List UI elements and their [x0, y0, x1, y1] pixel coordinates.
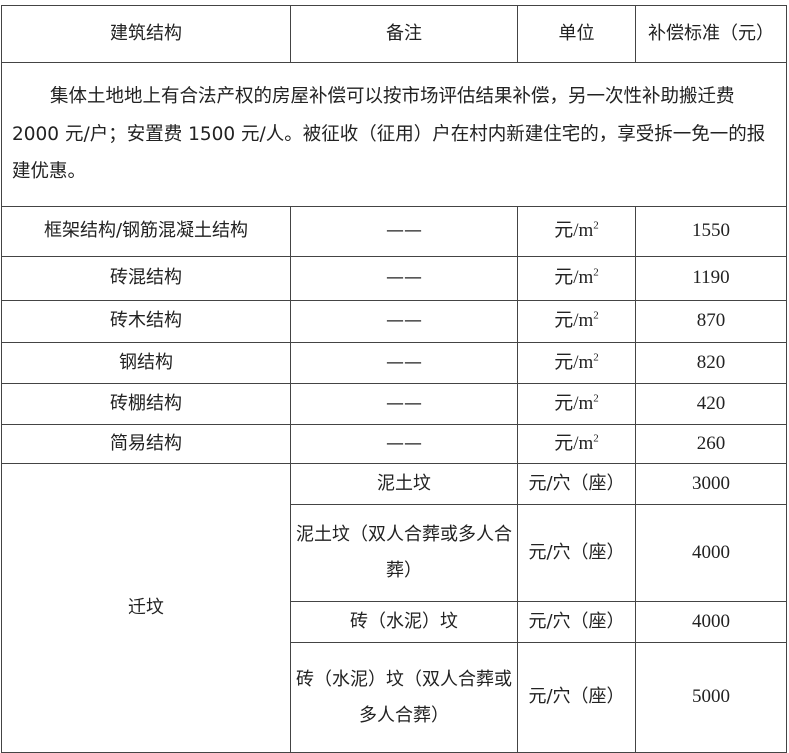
unit-cell: 元/穴（座） [517, 601, 636, 643]
structure-cell: 砖木结构 [1, 300, 291, 343]
header-structure: 建筑结构 [1, 5, 291, 63]
remark-cell: —— [290, 383, 518, 425]
unit-cell: 元/穴（座） [517, 463, 636, 505]
header-remark: 备注 [290, 5, 518, 63]
table-row: 迁坟 泥土坟 元/穴（座） 3000 [1, 463, 787, 753]
remark-cell: 泥土坟（双人合葬或多人合葬） [290, 504, 518, 602]
value-cell: 260 [635, 424, 787, 464]
value-cell: 1550 [635, 206, 787, 257]
value-cell: 5000 [635, 642, 787, 753]
table-row: 砖（水泥）坟（双人合葬或多人合葬） 元/穴（座） 5000 [2, 642, 787, 753]
value-cell: 4000 [635, 504, 787, 602]
header-unit: 单位 [517, 5, 636, 63]
remark-cell: —— [290, 256, 518, 301]
structure-cell: 砖混结构 [1, 256, 291, 301]
remark-cell: —— [290, 206, 518, 257]
header-standard: 补偿标准（元） [635, 5, 787, 63]
remark-cell: —— [290, 424, 518, 464]
table-row: 泥土坟（双人合葬或多人合葬） 元/穴（座） 4000 [2, 504, 787, 602]
structure-cell: 砖棚结构 [1, 383, 291, 425]
unit-cell: 元/m2 [517, 206, 636, 257]
unit-cell: 元/穴（座） [517, 504, 636, 602]
remark-cell: —— [290, 300, 518, 343]
value-cell: 1190 [635, 256, 787, 301]
value-cell: 820 [635, 342, 787, 384]
note-text: 集体土地地上有合法产权的房屋补偿可以按市场评估结果补偿，另一次性补助搬迁费 20… [12, 85, 766, 183]
table-row: 砖木结构 —— 元/m2 870 [1, 300, 787, 343]
value-cell: 4000 [635, 601, 787, 643]
value-cell: 870 [635, 300, 787, 343]
compensation-table: 建筑结构 备注 单位 补偿标准（元） 集体土地地上有合法产权的房屋补偿可以按市场… [1, 5, 787, 753]
value-cell: 420 [635, 383, 787, 425]
note-row: 集体土地地上有合法产权的房屋补偿可以按市场评估结果补偿，另一次性补助搬迁费 20… [1, 62, 787, 207]
unit-cell: 元/m2 [517, 424, 636, 464]
structure-cell: 钢结构 [1, 342, 291, 384]
table-row: 砖混结构 —— 元/m2 1190 [1, 256, 787, 301]
value-cell: 3000 [635, 463, 787, 505]
unit-cell: 元/穴（座） [517, 642, 636, 753]
unit-cell: 元/m2 [517, 342, 636, 384]
remark-cell: 砖（水泥）坟（双人合葬或多人合葬） [290, 642, 518, 753]
table-row: 简易结构 —— 元/m2 260 [1, 424, 787, 464]
table-row: 框架结构/钢筋混凝土结构 —— 元/m2 1550 [1, 206, 787, 257]
grave-label: 迁坟 [1, 463, 291, 753]
remark-cell: —— [290, 342, 518, 384]
structure-cell: 简易结构 [1, 424, 291, 464]
structure-cell: 框架结构/钢筋混凝土结构 [1, 206, 291, 257]
unit-cell: 元/m2 [517, 300, 636, 343]
header-row: 建筑结构 备注 单位 补偿标准（元） [1, 5, 787, 63]
unit-cell: 元/m2 [517, 383, 636, 425]
remark-cell: 泥土坟 [290, 463, 518, 505]
table-row: 砖（水泥）坟 元/穴（座） 4000 [2, 601, 787, 643]
remark-cell: 砖（水泥）坟 [290, 601, 518, 643]
unit-cell: 元/m2 [517, 256, 636, 301]
table-row: 砖棚结构 —— 元/m2 420 [1, 383, 787, 425]
table-row: 钢结构 —— 元/m2 820 [1, 342, 787, 384]
